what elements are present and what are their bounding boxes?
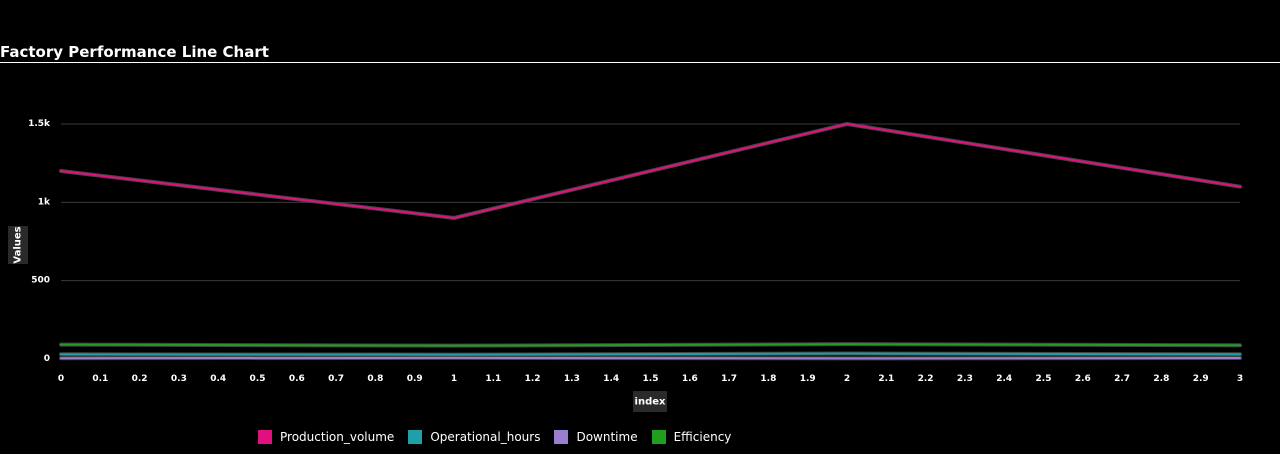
x-tick-label: 1.2 (525, 374, 541, 384)
legend-label: Operational_hours (430, 430, 541, 444)
legend-item-production-volume[interactable]: Production_volume (258, 430, 394, 444)
y-axis-label-group: Values (8, 226, 28, 264)
x-tick-label: 1.6 (682, 374, 698, 384)
y-axis-ticks: 0 500 1k 1.5k (28, 119, 51, 364)
legend-label: Efficiency (673, 430, 732, 444)
series-line-production-volume[interactable] (60, 123, 1241, 219)
x-tick-label: 1.3 (564, 374, 580, 384)
x-tick-label: 1.9 (800, 374, 816, 384)
x-tick-label: 2.6 (1075, 374, 1091, 384)
x-tick-label: 0.3 (171, 374, 187, 384)
series-lines (59, 122, 1242, 361)
x-tick-label: 2.8 (1153, 374, 1169, 384)
title-divider (0, 62, 1280, 63)
y-axis-label: Values (13, 226, 24, 263)
x-tick-label: 2.7 (1114, 374, 1130, 384)
legend-item-downtime[interactable]: Downtime (554, 430, 638, 444)
x-tick-label: 0.4 (210, 374, 226, 384)
x-tick-label: 0.7 (328, 374, 344, 384)
x-tick-label: 2 (844, 374, 850, 384)
y-tick-label: 1k (38, 197, 51, 207)
x-tick-label: 2.2 (918, 374, 934, 384)
y-tick-label: 1.5k (28, 119, 51, 129)
legend-swatch (258, 430, 272, 444)
x-tick-label: 0.8 (367, 374, 383, 384)
x-tick-label: 0.6 (289, 374, 305, 384)
x-axis-label-group: index (633, 391, 667, 412)
y-axis-label-bg (8, 226, 28, 264)
x-tick-label: 0.2 (132, 374, 148, 384)
x-tick-label: 2.1 (878, 374, 894, 384)
legend-item-efficiency[interactable]: Efficiency (651, 430, 732, 444)
legend-label: Production_volume (280, 430, 395, 444)
legend-item-operational-hours[interactable]: Operational_hours (408, 430, 540, 444)
x-tick-label: 3 (1237, 374, 1243, 384)
x-tick-label: 1.1 (485, 374, 501, 384)
legend-swatch (408, 430, 423, 444)
x-tick-label: 1 (451, 374, 457, 384)
legend-swatch (651, 430, 666, 444)
x-tick-label: 2.5 (1036, 374, 1052, 384)
x-tick-label: 2.9 (1193, 374, 1209, 384)
x-tick-label: 0.5 (250, 374, 266, 384)
x-axis-ticks: 0 0.1 0.2 0.3 0.4 0.5 0.6 0.7 0.8 0.9 1 1.1 1.2 1.3 1.… (58, 374, 1243, 384)
x-tick-label: 1.7 (721, 374, 737, 384)
x-tick-label: 1.8 (760, 374, 776, 384)
legend-swatch (554, 430, 569, 444)
y-tick-label: 0 (44, 354, 50, 364)
y-tick-label: 500 (31, 276, 50, 286)
x-tick-label: 1.5 (643, 374, 659, 384)
series-line-operational-hours[interactable] (60, 352, 1241, 356)
x-tick-label: 0.9 (407, 374, 423, 384)
legend: Production_volume Operational_hours Down… (258, 430, 745, 444)
x-tick-label: 0.1 (92, 374, 108, 384)
x-tick-label: 0 (58, 374, 64, 384)
legend-label: Downtime (576, 430, 638, 444)
chart-title: Factory Performance Line Chart (0, 43, 269, 61)
x-axis-label-bg (633, 391, 667, 412)
x-tick-label: 2.4 (996, 374, 1012, 384)
series-line-efficiency[interactable] (60, 343, 1241, 347)
x-tick-label: 1.4 (603, 374, 619, 384)
x-axis-label: index (635, 397, 666, 408)
x-tick-label: 2.3 (957, 374, 973, 384)
